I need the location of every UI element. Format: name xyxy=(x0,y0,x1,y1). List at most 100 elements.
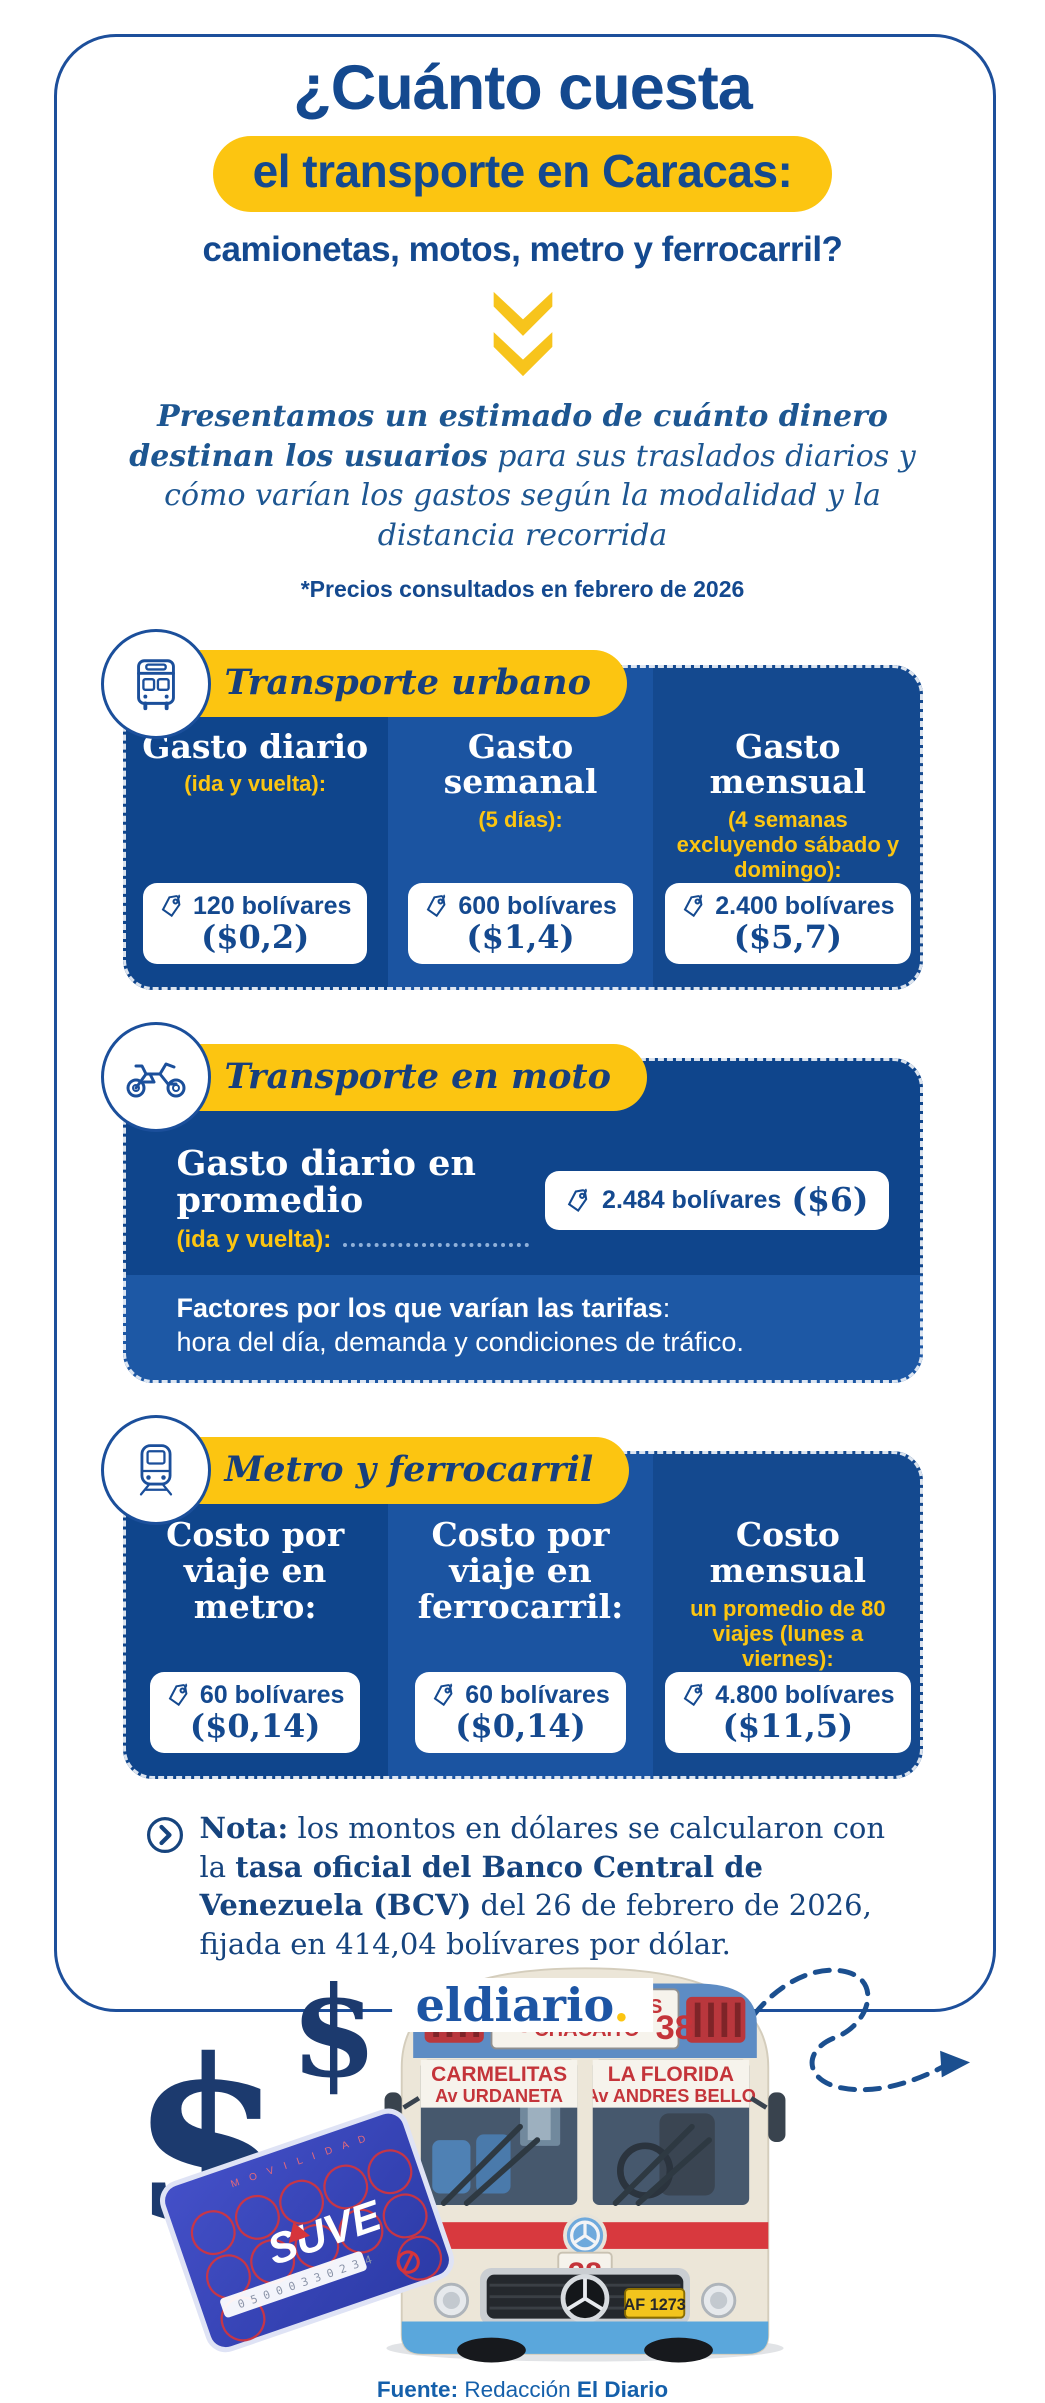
bus-right-sign-line1: LA FLORIDA xyxy=(607,2063,733,2086)
dollar-sign-icon: $ xyxy=(290,1960,378,2107)
moto-subrow: (ida y vuelta): xyxy=(177,1226,546,1255)
card-heading: Costo por viaje en ferrocarril: xyxy=(417,1515,624,1626)
bus-left-sign-line2: Av URDANETA xyxy=(435,2086,563,2106)
source-name: El Diario xyxy=(576,2377,669,2403)
urbano-card-daily: Gasto diario (ida y vuelta): 120 bolívar… xyxy=(122,664,388,991)
price-amount-row: 2.400 bolívares xyxy=(681,891,895,921)
price-usd: ($0,14) xyxy=(455,1706,586,1745)
intro-paragraph: Presentamos un estimado de cuánto dinero… xyxy=(123,397,923,555)
bus-left-sign-line1: CARMELITAS xyxy=(431,2063,567,2086)
price-box: 60 bolívares ($0,14) xyxy=(149,1671,361,1754)
price-amount: 2.484 bolívares xyxy=(602,1186,782,1215)
bus-right-sign-line2: Av ANDRES BELLO xyxy=(585,2086,755,2106)
scroll-hint xyxy=(123,290,923,383)
intro-regular: para sus traslados diarios y cómo varían… xyxy=(164,438,916,554)
page-subtitle: camionetas, motos, metro y ferrocarril? xyxy=(202,230,843,270)
price-box: 60 bolívares ($0,14) xyxy=(415,1671,626,1754)
title-highlight-row: el transporte en Caracas: xyxy=(123,136,923,213)
moto-labels: Gasto diario en promedio (ida y vuelta): xyxy=(177,1146,546,1255)
price-amount: 120 bolívares xyxy=(192,891,352,920)
logo-dot: . xyxy=(613,1978,630,2032)
card-heading: Gasto diario xyxy=(142,726,369,766)
note-text-1: los montos en dólares se calcularon con … xyxy=(199,1811,886,1884)
price-usd: ($1,4) xyxy=(466,917,575,956)
moto-factors-label: Factores por los que varían las tarifas xyxy=(176,1292,663,1323)
price-amount-row: 4.800 bolívares xyxy=(681,1680,895,1710)
intro-bold: Presentamos un estimado de cuánto dinero… xyxy=(129,399,888,474)
arrow-circle-icon xyxy=(145,1815,185,1860)
bus-route-number-right: 38 xyxy=(655,2009,693,2047)
card-subheading: un promedio de 80 viajes (lunes a vierne… xyxy=(690,1595,886,1672)
section-urbano-header: Transporte urbano xyxy=(100,627,923,741)
card-heading: Gasto semanal xyxy=(443,726,598,802)
card-subheading: (4 semanas excluyendo sábado y domingo): xyxy=(676,806,900,883)
section-metro-title: Metro y ferrocarril xyxy=(140,1436,630,1504)
price-tag-icon xyxy=(168,1683,188,1707)
dotted-leader xyxy=(343,1242,530,1247)
note-label: Nota: xyxy=(199,1811,289,1846)
price-box: 4.800 bolívares ($11,5) xyxy=(665,1671,911,1754)
note-text-2: del 26 de febrero de 2026, fijada en 414… xyxy=(199,1888,872,1961)
moto-heading: Gasto diario en promedio xyxy=(176,1143,476,1222)
price-tag-icon xyxy=(567,1188,588,1213)
price-amount-row: 600 bolívares xyxy=(424,891,617,921)
card-heading: Costo por viaje en metro: xyxy=(166,1515,345,1626)
train-icon xyxy=(100,1415,211,1526)
section-metro-header: Metro y ferrocarril xyxy=(100,1413,923,1527)
urbano-card-weekly: Gasto semanal (5 días): 600 bolívares ($… xyxy=(387,664,654,991)
price-note: *Precios consultados en febrero de 2026 xyxy=(300,575,745,602)
section-urbano-title: Transporte urbano xyxy=(140,650,627,718)
source-text: Redacción xyxy=(458,2377,577,2403)
price-amount: 2.400 bolívares xyxy=(715,891,895,920)
section-urbano-panel: Gasto diario (ida y vuelta): 120 bolívar… xyxy=(122,664,923,991)
section-metro-panel: Costo por viaje en metro: 60 bolívares (… xyxy=(122,1451,923,1780)
price-tag-icon xyxy=(683,894,703,918)
source-line: Fuente: Redacción El Diario xyxy=(123,2377,923,2403)
card-subheading: (5 días): xyxy=(478,806,563,832)
title-highlight: el transporte en Caracas: xyxy=(212,136,833,213)
note-bold-1: tasa oficial del Banco Central de Venezu… xyxy=(199,1849,763,1923)
card-heading: Gasto mensual xyxy=(709,726,867,802)
metro-card-metro: Costo por viaje en metro: 60 bolívares (… xyxy=(122,1451,388,1780)
motorcycle-icon xyxy=(100,1022,211,1133)
price-box: 120 bolívares ($0,2) xyxy=(142,882,368,965)
price-tag-icon xyxy=(433,1683,453,1707)
bus-license-plate: AF 1273 xyxy=(623,2296,685,2314)
price-usd: ($0,2) xyxy=(201,917,310,956)
price-box: 600 bolívares ($1,4) xyxy=(408,882,633,965)
price-amount: 4.800 bolívares xyxy=(715,1680,895,1709)
metro-card-monthly: Costo mensual un promedio de 80 viajes (… xyxy=(653,1451,923,1780)
infographic: ¿Cuánto cuesta el transporte en Caracas:… xyxy=(100,0,970,2403)
price-amount-row: 60 bolívares xyxy=(166,1680,345,1710)
price-usd: ($0,14) xyxy=(189,1706,321,1745)
section-moto-header: Transporte en moto xyxy=(100,1020,923,1134)
price-usd: ($6) xyxy=(791,1180,869,1220)
price-tag-icon xyxy=(683,1683,703,1707)
price-amount-row: 60 bolívares xyxy=(431,1681,610,1710)
section-moto-title: Transporte en moto xyxy=(140,1043,647,1111)
price-box: 2.400 bolívares ($5,7) xyxy=(665,882,911,965)
source-label: Fuente: xyxy=(376,2377,459,2403)
price-box: 2.484 bolívares ($6) xyxy=(545,1171,889,1230)
card-heading: Costo mensual xyxy=(709,1515,867,1590)
moto-subheading: (ida y vuelta): xyxy=(176,1225,332,1253)
moto-factors: Factores por los que varían las tarifas:… xyxy=(122,1274,923,1384)
note-block: Nota: los montos en dólares se calcularo… xyxy=(123,1809,923,1963)
price-amount-row: 120 bolívares xyxy=(159,892,351,921)
price-usd: ($11,5) xyxy=(722,1706,854,1745)
price-amount: 60 bolívares xyxy=(199,1680,345,1709)
price-amount: 60 bolívares xyxy=(465,1680,610,1709)
metro-card-ferrocarril: Costo por viaje en ferrocarril: 60 bolív… xyxy=(387,1451,654,1780)
price-tag-icon xyxy=(427,894,446,918)
price-amount: 600 bolívares xyxy=(458,891,617,920)
moto-factors-sep: : xyxy=(662,1292,671,1323)
note-text: Nota: los montos en dólares se calcularo… xyxy=(200,1809,914,1963)
eldiario-logo: eldiario. xyxy=(391,1978,654,2032)
bus-icon xyxy=(100,628,211,739)
logo-text: eldiario xyxy=(415,1978,614,2032)
page-title: ¿Cuánto cuesta xyxy=(293,53,753,123)
card-subheading: (ida y vuelta): xyxy=(184,771,327,797)
price-usd: ($5,7) xyxy=(733,917,842,956)
moto-factors-text: hora del día, demanda y condiciones de t… xyxy=(176,1326,744,1357)
urbano-card-monthly: Gasto mensual (4 semanas excluyendo sába… xyxy=(653,664,923,991)
